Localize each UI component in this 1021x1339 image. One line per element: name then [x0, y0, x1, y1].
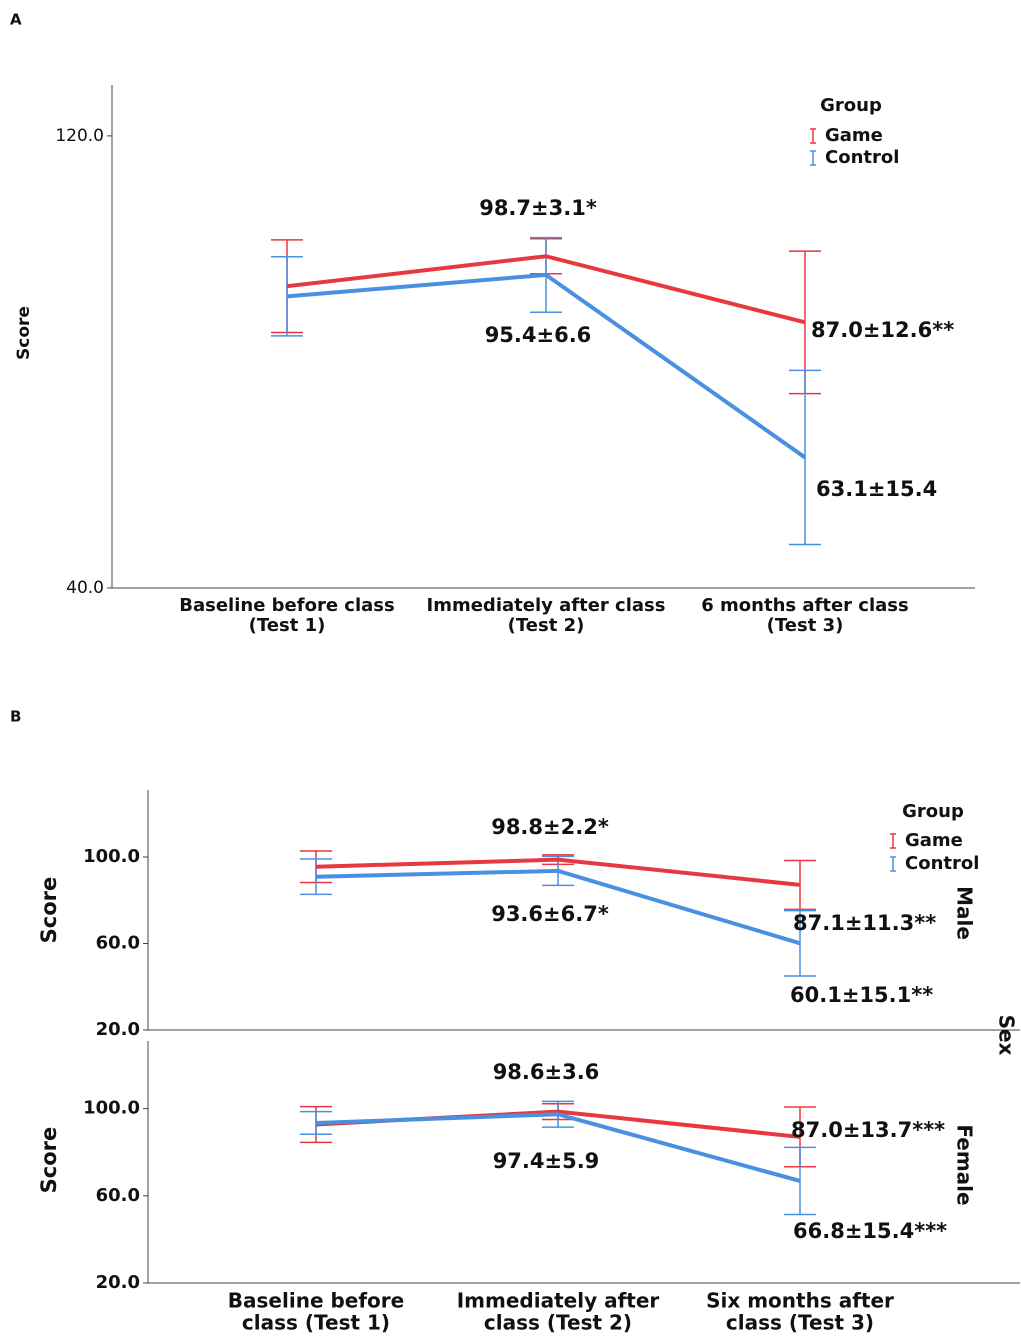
legend-label: Control: [905, 853, 979, 874]
series-line: [286, 254, 806, 325]
y-tick-label: 60.0: [96, 1185, 140, 1206]
x-tick-label: 6 months after class: [701, 595, 908, 616]
data-label: 87.0±13.7***: [791, 1118, 945, 1142]
data-label: 93.6±6.7*: [491, 902, 609, 926]
data-label: 98.8±2.2*: [491, 815, 609, 839]
y-axis-label: Score: [37, 877, 61, 944]
data-label: 60.1±15.1**: [790, 983, 933, 1007]
x-tick-label: Baseline before class: [179, 595, 394, 616]
data-label: 66.8±15.4***: [793, 1219, 947, 1243]
y-tick-label: 40.0: [66, 578, 104, 598]
x-tick-label: class (Test 2): [484, 1311, 632, 1335]
facet-title: Sex: [995, 1015, 1019, 1056]
panel-label: A: [10, 11, 22, 29]
legend-icon: [810, 128, 816, 144]
legend-icon: [890, 833, 896, 849]
legend-title: Group: [902, 801, 964, 822]
legend-icon: [890, 856, 896, 872]
y-tick-label: 120.0: [55, 126, 104, 146]
x-tick-label: (Test 3): [767, 615, 844, 636]
data-label: 95.4±6.6: [485, 323, 592, 347]
x-tick-label: Baseline before: [228, 1289, 404, 1313]
legend-icon: [810, 150, 816, 166]
facet-label: Male: [953, 886, 977, 940]
series-line: [315, 868, 801, 946]
x-tick-label: Immediately after: [457, 1289, 660, 1313]
series-line: [286, 272, 807, 460]
y-tick-label: 100.0: [83, 846, 140, 867]
x-tick-label: (Test 1): [249, 615, 326, 636]
legend-title: Group: [820, 95, 882, 116]
legend-label: Control: [825, 147, 899, 168]
data-label: 87.1±11.3**: [793, 911, 936, 935]
series-line: [315, 857, 801, 887]
x-tick-label: Immediately after class: [427, 595, 666, 616]
x-tick-label: (Test 2): [508, 615, 585, 636]
legend-label: Game: [825, 125, 883, 146]
y-tick-label: 60.0: [96, 933, 140, 954]
data-label: 87.0±12.6**: [811, 318, 954, 342]
data-label: 63.1±15.4: [816, 477, 937, 501]
panel-label: B: [10, 708, 21, 726]
x-tick-label: class (Test 1): [242, 1311, 390, 1335]
data-label: 98.6±3.6: [493, 1060, 600, 1084]
error-bar: [784, 859, 816, 911]
y-tick-label: 100.0: [83, 1098, 140, 1119]
y-tick-label: 20.0: [96, 1272, 140, 1293]
y-axis-label: Score: [37, 1127, 61, 1194]
legend-label: Game: [905, 830, 963, 851]
series-line: [315, 1112, 801, 1183]
error-bar: [784, 909, 816, 977]
y-tick-label: 20.0: [96, 1019, 140, 1040]
y-axis-label: Score: [14, 306, 34, 360]
facet-label: Female: [953, 1124, 977, 1205]
x-tick-label: class (Test 3): [726, 1311, 874, 1335]
data-label: 97.4±5.9: [493, 1149, 600, 1173]
data-label: 98.7±3.1*: [479, 196, 597, 220]
x-tick-label: Six months after: [706, 1289, 894, 1313]
